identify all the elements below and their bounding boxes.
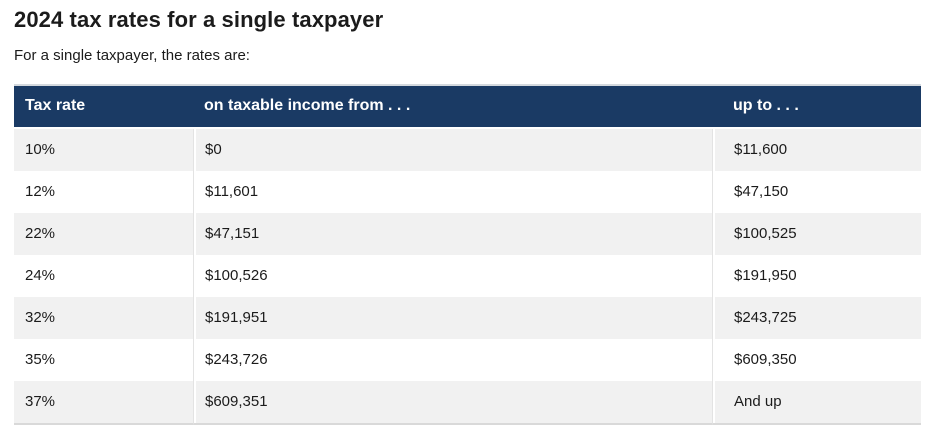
table-row: 35% $243,726 $609,350: [14, 338, 921, 381]
cell-income-from: $0: [193, 128, 712, 171]
cell-tax-rate: 35%: [14, 338, 193, 381]
column-header-tax-rate: Tax rate: [14, 85, 193, 129]
cell-income-up-to: And up: [712, 380, 921, 425]
cell-tax-rate: 32%: [14, 296, 193, 339]
table-row: 10% $0 $11,600: [14, 128, 921, 171]
table-row: 24% $100,526 $191,950: [14, 254, 921, 297]
column-header-income-from: on taxable income from . . .: [193, 85, 712, 129]
cell-income-from: $243,726: [193, 338, 712, 381]
column-header-income-up-to: up to . . .: [712, 85, 921, 129]
cell-tax-rate: 37%: [14, 380, 193, 425]
table-row: 22% $47,151 $100,525: [14, 212, 921, 255]
cell-tax-rate: 10%: [14, 128, 193, 171]
intro-text: For a single taxpayer, the rates are:: [14, 47, 250, 65]
cell-income-from: $11,601: [193, 170, 712, 213]
cell-tax-rate: 24%: [14, 254, 193, 297]
cell-income-up-to: $11,600: [712, 128, 921, 171]
cell-tax-rate: 12%: [14, 170, 193, 213]
table-row: 12% $11,601 $47,150: [14, 170, 921, 213]
cell-income-from: $609,351: [193, 380, 712, 425]
page-title: 2024 tax rates for a single taxpayer: [14, 7, 384, 32]
cell-income-from: $100,526: [193, 254, 712, 297]
tax-rates-table: Tax rate on taxable income from . . . up…: [14, 83, 921, 425]
cell-income-up-to: $243,725: [712, 296, 921, 339]
table-row: 37% $609,351 And up: [14, 380, 921, 425]
header-row: Tax rate on taxable income from . . . up…: [14, 85, 921, 129]
cell-tax-rate: 22%: [14, 212, 193, 255]
cell-income-up-to: $191,950: [712, 254, 921, 297]
cell-income-up-to: $100,525: [712, 212, 921, 255]
table-row: 32% $191,951 $243,725: [14, 296, 921, 339]
cell-income-from: $191,951: [193, 296, 712, 339]
cell-income-up-to: $47,150: [712, 170, 921, 213]
cell-income-from: $47,151: [193, 212, 712, 255]
cell-income-up-to: $609,350: [712, 338, 921, 381]
table-header: Tax rate on taxable income from . . . up…: [14, 85, 921, 129]
table-body: 10% $0 $11,600 12% $11,601 $47,150 22% $47,151 $…: [14, 128, 921, 425]
